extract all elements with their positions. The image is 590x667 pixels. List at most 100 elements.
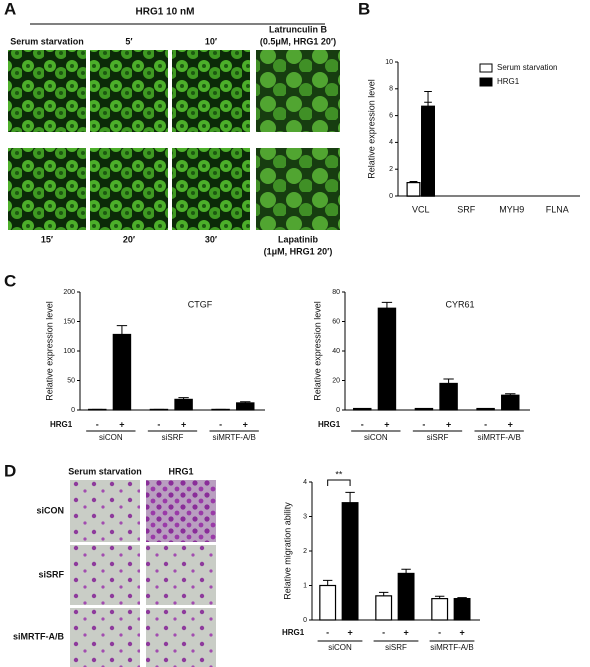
bar [439,382,458,411]
y-tick-label: 3 [303,513,307,520]
caption: Lapatinib [278,234,319,244]
caption: Serum starvation [10,36,84,46]
bar [236,402,255,411]
x-tick-label: + [508,419,513,429]
column-label: HRG1 [168,466,193,476]
micrograph [90,148,168,230]
group-label: siCON [364,433,388,442]
micrograph [8,148,86,230]
group-label: siCON [328,643,352,652]
error-bar [434,595,445,599]
group-label: siSRF [427,433,449,442]
x-tick-label: - [361,419,364,429]
error-bar [424,101,432,109]
bar [319,584,337,621]
error-bar [116,325,128,335]
y-tick-label: 200 [63,289,75,296]
panel-label: C [4,271,16,290]
row-label: siCON [36,505,64,515]
group-label: siMRTF-A/B [477,433,520,442]
y-tick-label: 0 [303,617,307,624]
y-tick-label: 8 [389,86,393,93]
y-tick-label: 100 [63,348,75,355]
y-axis-label: Relative expression level [312,301,322,401]
bar [112,333,132,411]
bar [377,307,397,411]
micrograph [172,50,250,132]
x-tick-label: + [459,627,464,637]
row-label: siSRF [38,569,64,579]
micrograph [256,148,340,230]
y-tick-label: 4 [303,479,307,486]
row-label: HRG1 [318,420,341,429]
group-label: siSRF [162,433,184,442]
x-tick-label: - [219,419,222,429]
y-tick-label: 10 [385,59,393,66]
x-tick-label: SRF [457,204,476,214]
y-tick-label: 2 [389,166,393,173]
row-label: HRG1 [50,420,73,429]
y-tick-label: 60 [332,318,340,325]
x-tick-label: + [181,419,186,429]
bar [501,394,520,411]
x-tick-label: + [243,419,248,429]
error-bar [378,591,389,596]
y-tick-label: 40 [332,348,340,355]
y-tick-label: 2 [303,548,307,555]
caption: (0.5μM, HRG1 20′) [260,36,336,46]
error-bar [240,401,251,403]
chart-title: CYR61 [445,299,474,309]
y-axis-label: Relative expression level [44,301,54,401]
legend-swatch [479,77,493,87]
micrograph [90,50,168,132]
error-bar [345,491,355,503]
x-tick-label: + [384,419,389,429]
x-tick-label: + [119,419,124,429]
x-tick-label: - [438,627,441,637]
y-tick-label: 0 [389,193,393,200]
x-tick-label: - [326,627,329,637]
bar [431,598,449,621]
y-axis-label: Relative expression level [366,79,376,179]
y-tick-label: 0 [336,407,340,414]
micrograph [172,148,250,230]
micrograph [146,545,216,605]
error-bar [409,181,418,183]
bar [421,108,436,197]
bar [397,572,415,621]
legend-label: HRG1 [497,77,520,86]
bar [174,398,193,411]
header: HRG1 10 nM [136,7,195,18]
x-tick-label: - [382,627,385,637]
error-bar [381,301,393,309]
x-tick-label: + [403,627,408,637]
caption: 20′ [123,234,135,244]
legend-swatch [479,63,493,73]
error-bar [505,393,516,396]
y-axis-label: Relative migration ability [282,502,292,600]
caption: 5′ [125,36,132,46]
group-label: siSRF [385,643,407,652]
bar [341,502,359,621]
significance-bracket [327,479,351,486]
y-tick-label: 4 [389,139,393,146]
y-tick-label: 1 [303,582,307,589]
x-tick-label: FLNA [546,204,569,214]
error-bar [178,397,189,400]
x-tick-label: + [446,419,451,429]
panel-label: B [358,0,370,18]
y-tick-label: 150 [63,318,75,325]
x-tick-label: - [484,419,487,429]
micrograph [70,608,140,667]
y-tick-label: 80 [332,289,340,296]
micrograph [256,50,340,132]
micrograph [146,608,216,667]
column-label: Serum starvation [68,466,142,476]
panel-label: A [4,0,16,18]
micrograph [146,480,216,542]
x-tick-label: - [422,419,425,429]
bar [453,598,471,621]
row-label: HRG1 [282,628,305,637]
x-tick-label: - [96,419,99,429]
